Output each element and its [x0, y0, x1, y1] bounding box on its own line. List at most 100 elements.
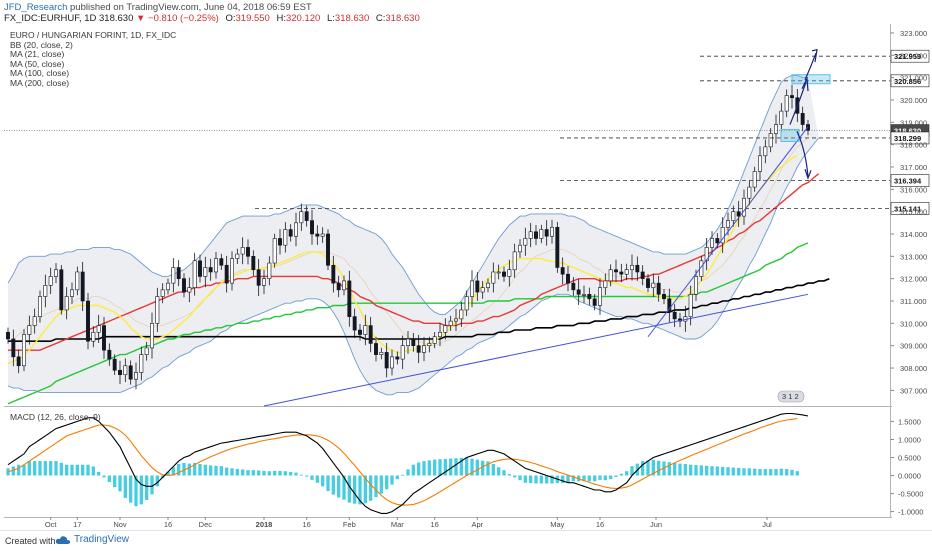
cloud-icon: [55, 535, 71, 544]
candle-body: [427, 343, 432, 346]
candle-body: [400, 345, 405, 360]
candle-body: [694, 276, 698, 295]
level-label-box: [890, 131, 930, 145]
ohlc-open-label: O:: [225, 13, 236, 24]
candle-body: [720, 226, 725, 244]
candle-body: [112, 358, 117, 371]
candle-body: [272, 238, 277, 264]
published-text: published on TradingView.com, June 04, 2…: [70, 2, 312, 13]
candle-body: [480, 287, 485, 293]
macd-histogram-bar: [545, 475, 549, 484]
candlesticks: [6, 84, 810, 390]
ohlc-high: 320.120: [285, 13, 321, 24]
arrow-up-1: [789, 81, 807, 125]
candle-body: [624, 269, 629, 275]
time-tick-label: 2018: [256, 520, 273, 529]
created-with-text: Created with: [5, 536, 56, 546]
price-chart[interactable]: 321.959320.856318.630318.299316.394315.1…: [0, 0, 932, 530]
candle-body: [22, 334, 26, 367]
price-tick-label: 309.000: [900, 342, 927, 351]
candle-body: [294, 222, 298, 237]
candle-body: [214, 258, 218, 273]
candle-body: [368, 325, 373, 344]
ohlc-low: 318.630: [334, 13, 370, 24]
macd-histogram-bar: [134, 475, 138, 507]
macd-histogram-bar: [278, 470, 282, 476]
ohlc-low-label: L:: [326, 13, 335, 24]
macd-histogram-bar: [651, 459, 655, 476]
candle-body: [86, 300, 90, 342]
tradingview-logo[interactable]: TradingView: [55, 534, 129, 545]
candle-body: [784, 95, 789, 112]
publish-info: JFD_Research published on TradingView.co…: [4, 2, 312, 13]
time-tick-label: Jun: [650, 520, 662, 529]
macd-histogram-bar: [22, 464, 26, 476]
legend-ma50[interactable]: MA (50, close): [10, 58, 65, 69]
highlight-box-top: [791, 74, 831, 85]
candle-body: [278, 238, 282, 246]
candle-body: [768, 133, 773, 148]
macd-histogram-bar: [273, 470, 277, 476]
candle-body: [155, 296, 160, 324]
macd-histogram-bar: [614, 475, 618, 477]
macd-histogram-bar: [427, 460, 431, 476]
candle-body: [144, 347, 149, 355]
price-tick-label: 317.000: [900, 163, 927, 172]
level-label: 315.141: [894, 204, 921, 213]
macd-histogram-bar: [235, 469, 239, 476]
macd-histogram-bar: [65, 464, 69, 476]
candle-body: [336, 282, 341, 291]
macd-histogram-bar: [603, 475, 607, 481]
macd-histogram-bar: [417, 462, 421, 476]
time-tick-label: Feb: [343, 520, 356, 529]
candle-body: [566, 273, 570, 284]
macd-histogram-bar: [491, 463, 495, 476]
candle-body: [54, 269, 58, 277]
macd-histogram-bar: [523, 475, 527, 483]
candle-body: [16, 356, 21, 367]
candle-body: [128, 365, 133, 380]
candle-body: [288, 229, 293, 237]
candle-body: [352, 316, 357, 331]
macd-histogram-bar: [689, 464, 693, 476]
candle-body: [539, 229, 544, 239]
macd-histogram-bar: [289, 471, 293, 476]
macd-histogram-bar: [763, 469, 767, 476]
macd-legend[interactable]: MACD (12, 26, close, 9): [10, 412, 101, 422]
candle-body: [342, 280, 346, 291]
macd-histogram-bar: [667, 462, 671, 476]
macd-histogram-bar: [529, 475, 533, 484]
macd-histogram-bar: [470, 458, 474, 476]
candle-body: [502, 271, 506, 277]
candle-body: [406, 338, 410, 346]
candle-body: [512, 251, 517, 271]
candle-body: [59, 269, 64, 311]
candle-body: [438, 331, 442, 338]
legend-ma21[interactable]: MA (21, close): [10, 49, 65, 60]
author-link[interactable]: JFD_Research: [4, 2, 68, 13]
macd-histogram-bar: [97, 471, 101, 476]
level-label-box: [890, 49, 930, 63]
macd-signal-line: [7, 417, 798, 506]
time-tick-label: 16: [164, 520, 172, 529]
legend-ma100[interactable]: MA (100, close): [10, 68, 70, 79]
candle-body: [656, 282, 661, 295]
candle-body: [747, 186, 752, 199]
price-tick-label: 312.000: [900, 275, 927, 284]
legend-ma200[interactable]: MA (200, close): [10, 77, 70, 88]
candle-body: [443, 325, 448, 333]
macd-histogram-bar: [358, 475, 362, 505]
candle-body: [171, 267, 176, 284]
candle-body: [118, 369, 122, 376]
legend-bb[interactable]: BB (20, close, 2): [10, 39, 73, 50]
macd-histogram-bar: [187, 463, 191, 476]
macd-histogram-bar: [518, 475, 522, 481]
macd-histogram-bar: [331, 475, 335, 495]
trendline-upper: [647, 126, 809, 338]
candle-body: [198, 260, 202, 277]
candle-body: [672, 311, 677, 320]
macd-histogram-bar: [166, 471, 170, 476]
candle-body: [160, 289, 165, 297]
macd-histogram-bar: [246, 470, 250, 476]
arrow-down: [796, 130, 809, 178]
